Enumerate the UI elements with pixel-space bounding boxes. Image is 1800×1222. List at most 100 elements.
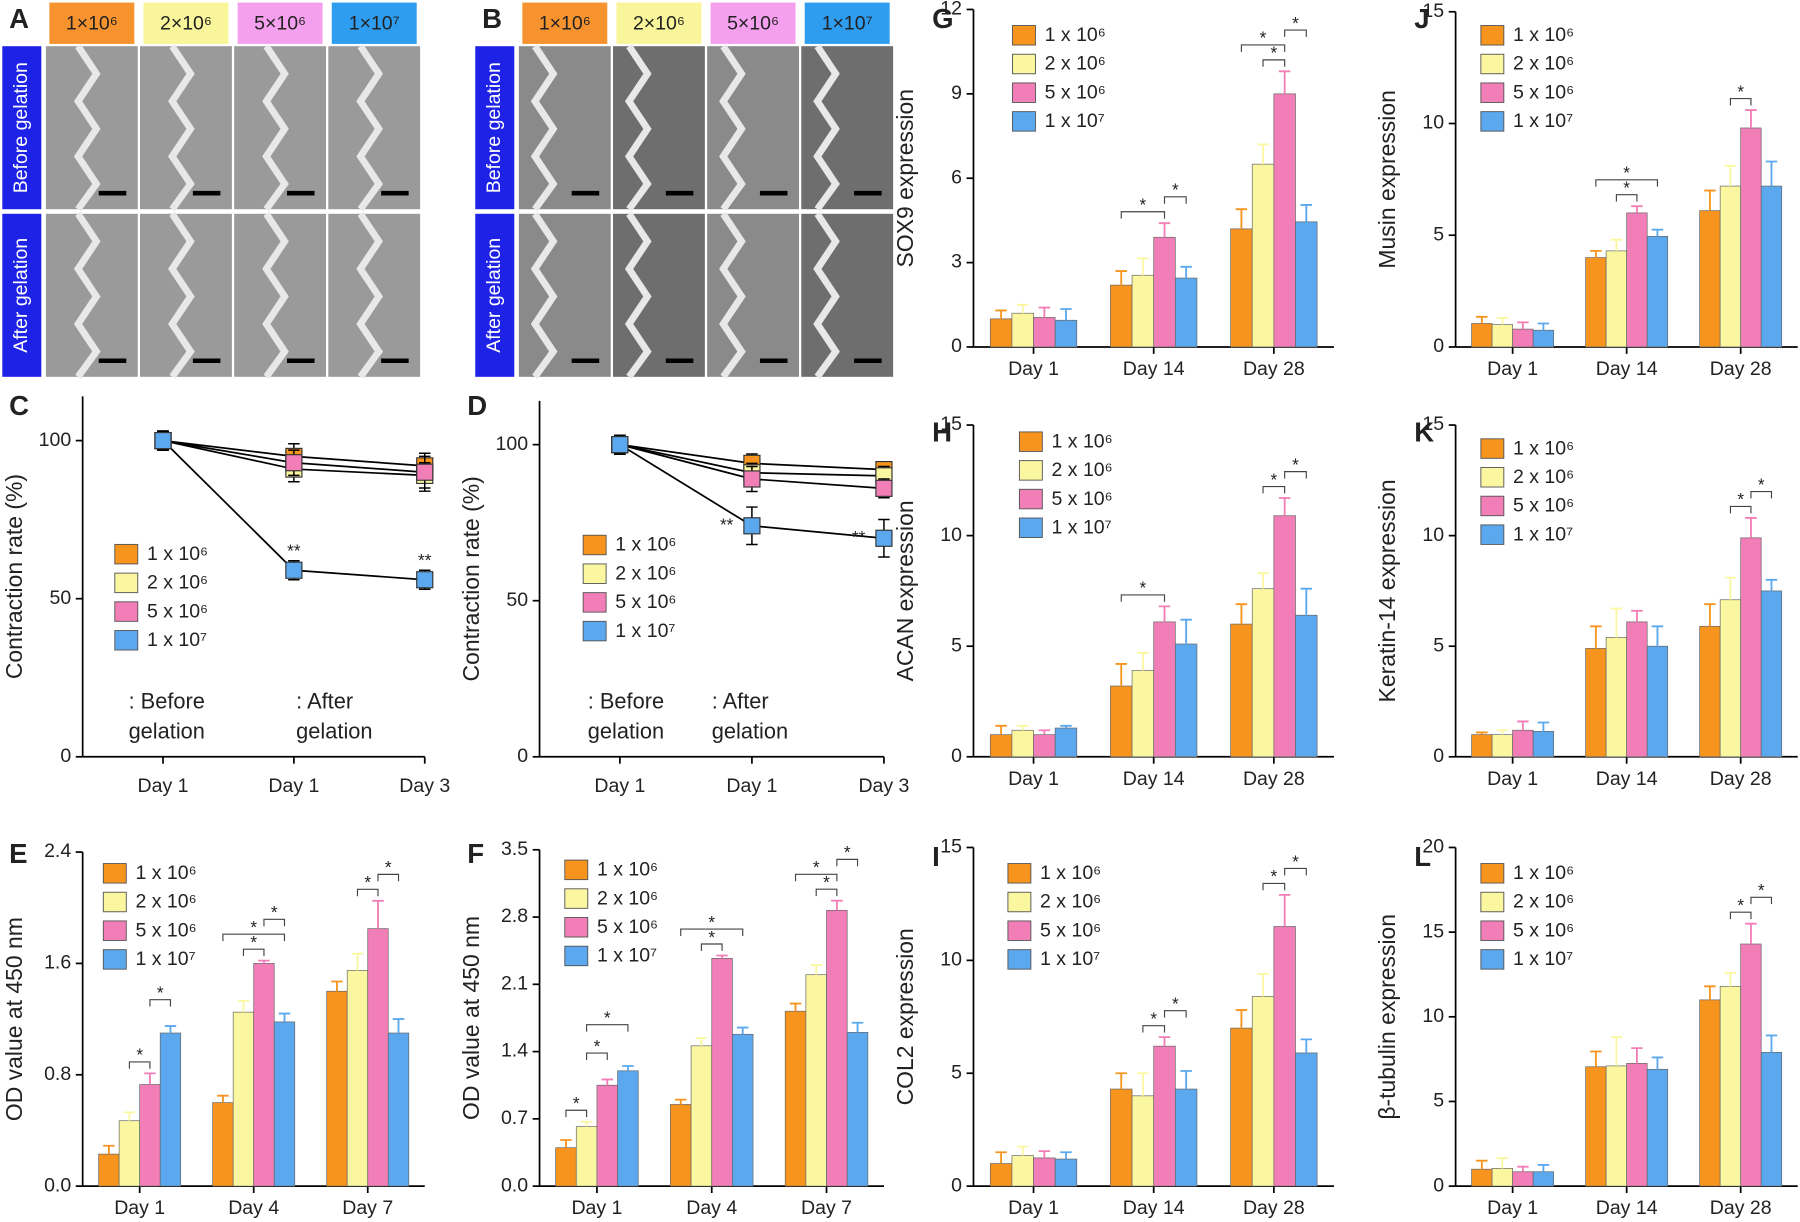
y-tick-label: 6: [951, 166, 962, 188]
annotation: gelation: [296, 718, 372, 743]
photo: [518, 213, 611, 377]
legend-swatch: [564, 859, 589, 881]
error-bar: [1060, 308, 1072, 321]
significance-label: *: [1150, 1008, 1157, 1028]
error-bar: [1724, 576, 1737, 600]
error-bar: [1745, 109, 1757, 128]
significance-bracket: [1262, 485, 1286, 494]
x-tick-label: Day 1: [726, 775, 777, 797]
error-bar: [1724, 165, 1737, 187]
legend-swatch: [1480, 438, 1505, 459]
significance-label: *: [708, 912, 715, 932]
bar: [1011, 1155, 1034, 1187]
legend-swatch: [582, 563, 607, 584]
error-bar: [258, 959, 270, 964]
significance-label: *: [573, 1093, 580, 1113]
significance-bracket: [794, 873, 838, 882]
photo: [801, 213, 894, 377]
error-bar: [1300, 204, 1313, 222]
significance-label: *: [1737, 895, 1744, 915]
significance-label: *: [157, 982, 164, 1002]
bar: [1740, 537, 1762, 758]
x-tick-label: Day 3: [858, 775, 909, 797]
significance-bracket: [680, 928, 744, 936]
y-tick-label: 0: [517, 745, 528, 767]
legend-swatch: [114, 572, 139, 594]
significance-bracket: [1163, 196, 1187, 204]
error-bar: [1765, 160, 1778, 187]
y-tick-label: 3.5: [501, 838, 528, 860]
bar: [1585, 257, 1607, 348]
legend-label: 2 x 10⁶: [1513, 53, 1574, 75]
x-tick-label: Day 4: [686, 1197, 737, 1219]
legend-label: 5 x 10⁶: [1052, 488, 1113, 510]
y-tick-label: 100: [39, 429, 72, 451]
legend-label: 1 x 10⁶: [1040, 862, 1101, 884]
error-bar: [1537, 721, 1550, 732]
x-tick-label: Day 1: [114, 1197, 165, 1219]
bar: [732, 1033, 754, 1187]
legend-swatch: [1012, 53, 1036, 75]
significance-label: *: [1172, 994, 1179, 1014]
marker: [743, 470, 761, 488]
row-label: After gelation: [10, 238, 32, 353]
bar: [1719, 185, 1742, 348]
column-label: 2×10⁶: [633, 13, 685, 35]
photo: [613, 213, 705, 377]
significance-label: *: [1623, 178, 1630, 198]
legend-swatch: [1018, 517, 1043, 538]
panel-letter: G: [932, 3, 953, 34]
significance-label: *: [1140, 578, 1147, 598]
significance-label: **: [852, 527, 866, 547]
bar: [1110, 1088, 1133, 1187]
bar: [273, 1021, 296, 1187]
error-bar: [560, 1139, 572, 1148]
bar: [367, 928, 389, 1187]
legend-swatch: [1480, 82, 1505, 103]
legend-label: 1 x 10⁶: [1052, 430, 1113, 452]
legend-label: 2 x 10⁶: [1040, 891, 1101, 913]
legend-label: 1 x 10⁷: [147, 629, 207, 651]
marker: [285, 454, 303, 472]
significance-bracket: [356, 888, 379, 897]
significance-label: *: [604, 1007, 611, 1027]
y-tick-label: 10: [1422, 524, 1444, 546]
significance-bracket: [149, 999, 172, 1007]
significance-bracket: [586, 1024, 629, 1032]
gel-edge: [719, 211, 746, 379]
legend-label: 1 x 10⁶: [1045, 24, 1106, 46]
annotation: gelation: [712, 718, 788, 743]
y-tick-label: 20: [1422, 836, 1444, 858]
annotation: : Before: [129, 689, 205, 714]
panel-letter: B: [482, 3, 502, 34]
y-tick-label: 0: [1433, 335, 1444, 357]
panel-letter: J: [1414, 3, 1429, 34]
panel-letter: H: [932, 416, 952, 447]
legend-label: 5 x 10⁶: [1045, 81, 1106, 103]
significance-label: *: [1292, 851, 1299, 871]
x-tick-label: Day 14: [1123, 358, 1185, 380]
bar: [1760, 590, 1783, 758]
legend-label: 1 x 10⁷: [1513, 948, 1573, 970]
annotation: : After: [296, 689, 353, 714]
bar: [1295, 614, 1318, 758]
significance-label: *: [1140, 195, 1147, 215]
bar: [159, 1032, 182, 1187]
error-bar: [1038, 1150, 1051, 1158]
legend-label: 5 x 10⁶: [1513, 495, 1574, 517]
y-tick-label: 3: [951, 251, 962, 273]
bar: [1585, 648, 1607, 758]
legend-label: 1 x 10⁷: [135, 948, 195, 970]
legend-swatch: [1480, 53, 1505, 75]
error-bar: [622, 1065, 634, 1071]
error-bar: [580, 1120, 593, 1127]
panel-letter: A: [9, 3, 29, 34]
gel-edge: [624, 44, 652, 212]
significance-bracket: [222, 933, 286, 942]
x-tick-label: Day 14: [1123, 1197, 1185, 1219]
significance-bracket: [1729, 505, 1752, 514]
significance-bracket: [1262, 882, 1286, 891]
legend-swatch: [1480, 25, 1505, 46]
bar: [711, 958, 733, 1187]
